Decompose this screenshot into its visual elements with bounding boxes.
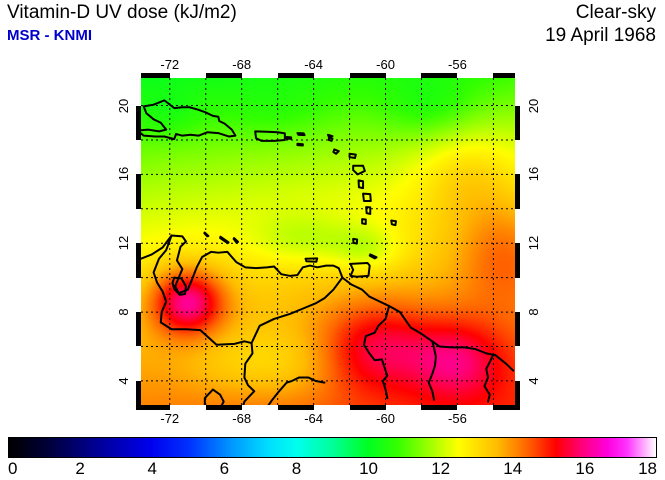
page-title: Vitamin-D UV dose (kJ/m2)	[7, 2, 237, 23]
x-axis-tick-label-top: -60	[376, 57, 395, 72]
y-axis-tick-label-left: 8	[116, 308, 131, 316]
x-axis-tick-label-bottom: -60	[376, 411, 395, 426]
coastline-martinique	[362, 192, 372, 203]
coastline-margarita	[304, 257, 319, 263]
coastline-overlay	[141, 99, 515, 405]
coastline-trinidad	[349, 262, 371, 278]
x-axis-tick-label-bottom: -56	[448, 411, 467, 426]
coastline-border-suriname-frenchguiana	[483, 353, 495, 403]
coastline-border-colombia-venezuela	[152, 234, 256, 405]
header: Vitamin-D UV dose (kJ/m2) MSR - KNMI Cle…	[0, 0, 665, 56]
coastline-river-orinoco	[250, 276, 344, 345]
y-axis-tick-label-right: 8	[526, 308, 541, 316]
x-axis-tick-label-top: -64	[304, 57, 324, 72]
colorbar-tick-label: 10	[359, 459, 379, 478]
colorbar-tick-label: 4	[147, 459, 157, 478]
map-axis-top	[136, 73, 520, 78]
colorbar-tick-label: 12	[431, 459, 451, 478]
colorbar-tick-label: 14	[503, 459, 523, 478]
coastline-puerto-rico	[254, 130, 286, 142]
coastline-lake-maracaibo	[171, 276, 187, 296]
date-label: 19 April 1968	[545, 25, 656, 46]
map-axis-bottom	[136, 405, 520, 410]
y-axis-tick-label-left: 16	[116, 167, 131, 182]
coastline-bonaire	[232, 237, 240, 244]
colorbar-tick-label: 8	[291, 459, 302, 478]
colorbar-tick-label: 16	[575, 459, 595, 478]
colorbar-panel: 0 2 4 6 8 10 12 14 16 18	[8, 437, 657, 478]
coastline-barbados	[390, 219, 397, 227]
colorbar-tick-label: 2	[75, 459, 85, 478]
source-label: MSR - KNMI	[7, 27, 92, 44]
coastline-st-vincent	[361, 218, 367, 225]
coastline-aruba	[203, 231, 210, 238]
map-plot-area	[141, 78, 515, 405]
coastline-border-venezuela-brazil-east	[267, 376, 326, 405]
coastline-border-colombia-brazil-south	[203, 388, 225, 405]
uv-dose-field	[141, 78, 515, 405]
y-axis-tick-label-left: 4	[116, 377, 131, 385]
y-axis-tick-label-right: 4	[526, 377, 541, 385]
y-axis-tick-label-right: 20	[526, 98, 541, 113]
coastline-curacao	[219, 235, 230, 245]
coastline-antigua	[348, 152, 357, 160]
colorbar-tick-label: 18	[638, 459, 657, 478]
x-axis-tick-label-top: -72	[160, 57, 180, 72]
map-panel: -72 -72 -68 -68 -64 -64 -60 -60 -56 -56 4 4 8 8 12 12 16…	[116, 58, 541, 426]
coastline-dominica	[357, 179, 365, 190]
x-axis-tick-label-bottom: -64	[304, 411, 324, 426]
coastline-st-lucia	[365, 206, 372, 215]
y-axis-tick-label-left: 12	[116, 235, 131, 251]
coastline-hispaniola	[141, 99, 237, 141]
map-frame	[136, 73, 520, 410]
colorbar	[8, 437, 657, 458]
colorbar-tick-label: 6	[219, 459, 230, 478]
x-axis-tick-label-bottom: -72	[160, 411, 180, 426]
coastline-virgin-islands	[296, 132, 306, 137]
coastline-tobago	[368, 253, 378, 260]
coastline-st-martin	[327, 136, 334, 142]
map-axis-left	[136, 73, 141, 410]
x-axis-tick-label-bottom: -68	[232, 411, 252, 426]
x-axis-tick-label-top: -56	[448, 57, 467, 72]
colorbar-tick-label: 0	[8, 459, 18, 478]
y-axis-tick-label-right: 12	[526, 235, 541, 251]
coastline-border-venezuela-guyana	[362, 305, 391, 400]
condition-label: Clear-sky	[575, 2, 656, 23]
coastline-border-guyana-suriname	[427, 340, 437, 401]
y-axis-tick-label-right: 16	[526, 167, 541, 182]
coastline-vieques	[285, 136, 293, 140]
coastline-south-america-coast	[141, 234, 515, 372]
colorbar-gradient	[9, 438, 656, 457]
coastline-st-croix	[296, 142, 304, 147]
coastline-guadeloupe	[352, 164, 366, 176]
coastline-grenada	[352, 237, 359, 245]
x-axis-tick-label-top: -68	[232, 57, 252, 72]
coastline-anguilla	[327, 133, 334, 139]
y-axis-tick-label-left: 20	[116, 98, 131, 113]
map-axis-right	[515, 73, 520, 410]
coastline-st-kitts	[332, 148, 340, 155]
